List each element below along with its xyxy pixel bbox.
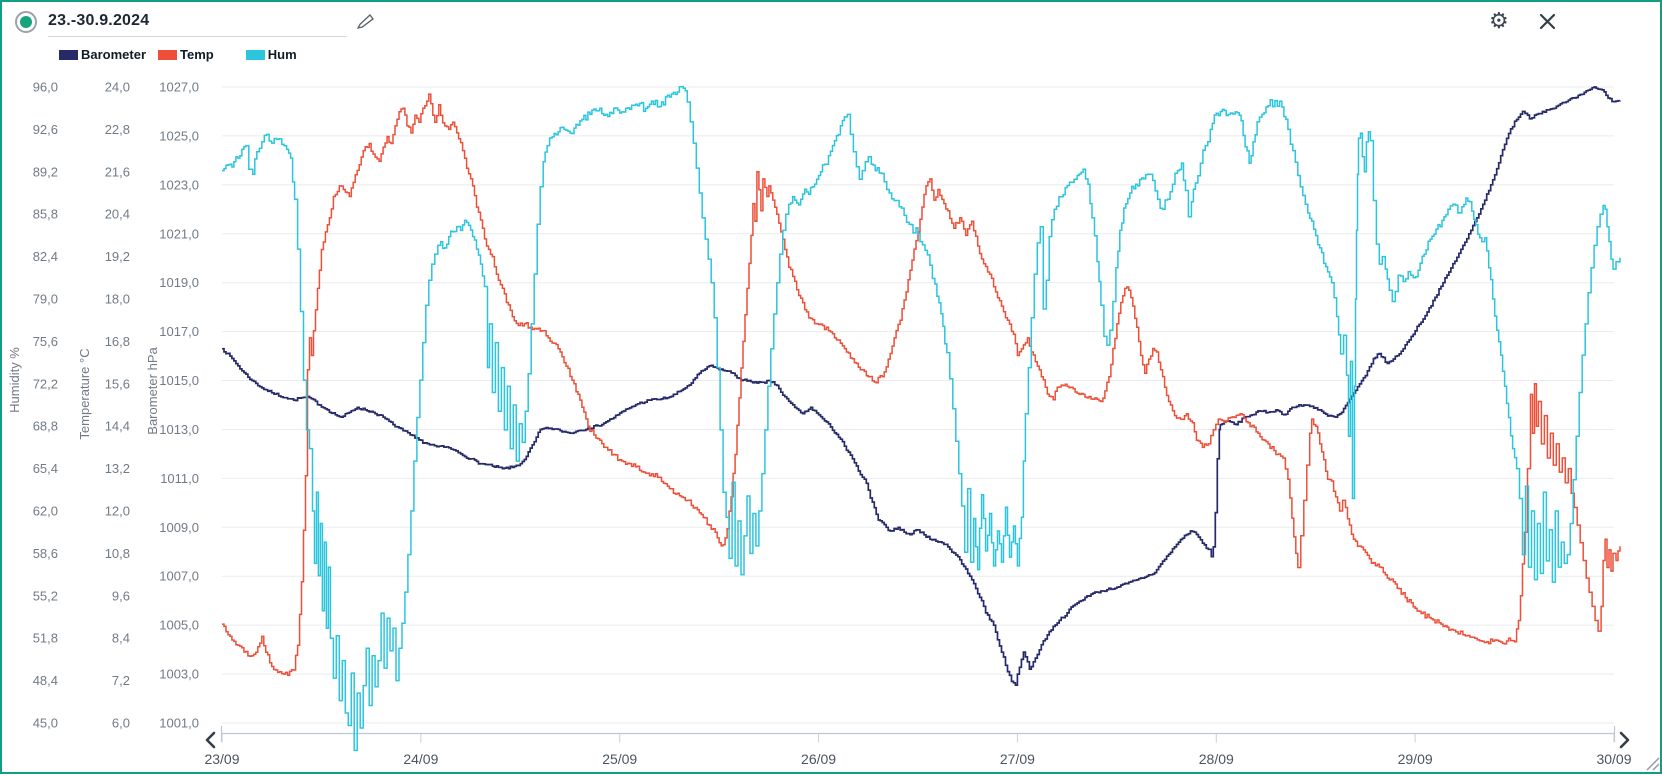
humidity-tick-label: 65,4 — [33, 461, 58, 476]
barometer-tick-label: 1025,0 — [159, 128, 199, 143]
barometer-tick-label: 1027,0 — [159, 80, 199, 95]
settings-button[interactable]: ⚙ — [1489, 10, 1509, 32]
barometer-axis-title: Barometer hPa — [145, 347, 160, 435]
humidity-tick-label: 48,4 — [33, 673, 58, 688]
legend-item[interactable]: Barometer — [59, 47, 146, 62]
series-hum — [222, 85, 1621, 752]
humidity-axis-title: Humidity % — [7, 347, 22, 413]
barometer-tick-label: 1019,0 — [159, 275, 199, 290]
temperature-tick-label: 24,0 — [105, 80, 130, 95]
humidity-tick-label: 55,2 — [33, 588, 58, 603]
temperature-tick-label: 10,8 — [105, 546, 130, 561]
gear-icon: ⚙ — [1489, 8, 1509, 33]
title-input[interactable]: 23.-30.9.2024 — [48, 12, 347, 37]
barometer-tick-label: 1003,0 — [159, 667, 199, 682]
resize-grip[interactable] — [1646, 757, 1660, 771]
barometer-tick-label: 1017,0 — [159, 324, 199, 339]
humidity-tick-label: 85,8 — [33, 207, 58, 222]
barometer-tick-label: 1005,0 — [159, 618, 199, 633]
legend-item-label: Temp — [180, 47, 214, 62]
close-button[interactable] — [1538, 12, 1557, 33]
legend-swatch — [245, 49, 265, 60]
temperature-tick-label: 22,8 — [105, 122, 130, 137]
temperature-axis-title: Temperature °C — [77, 348, 92, 439]
temperature-tick-label: 14,4 — [105, 419, 130, 434]
humidity-tick-label: 72,2 — [33, 376, 58, 391]
humidity-tick-label: 89,2 — [33, 164, 58, 179]
barometer-tick-label: 1023,0 — [159, 177, 199, 192]
scroll-left-chevron[interactable] — [205, 731, 216, 749]
temperature-tick-label: 6,0 — [112, 716, 130, 731]
temperature-tick-label: 15,6 — [105, 376, 130, 391]
temperature-tick-label: 16,8 — [105, 334, 130, 349]
legend: Barometer Temp Hum — [59, 47, 309, 62]
barometer-tick-label: 1009,0 — [159, 520, 199, 535]
temperature-tick-label: 7,2 — [112, 673, 130, 688]
legend-item[interactable]: Hum — [245, 47, 297, 62]
legend-swatch — [59, 49, 78, 60]
humidity-tick-label: 96,0 — [33, 80, 58, 95]
temperature-tick-label: 12,0 — [105, 504, 130, 519]
series-temp — [222, 93, 1621, 677]
humidity-tick-label: 62,0 — [33, 504, 58, 519]
humidity-tick-label: 58,6 — [33, 546, 58, 561]
date-label: 28/09 — [1199, 751, 1234, 767]
scroll-right-chevron[interactable] — [1619, 731, 1630, 749]
temperature-tick-label: 13,2 — [105, 461, 130, 476]
date-label: 29/09 — [1398, 751, 1433, 767]
radio-button[interactable] — [15, 11, 37, 33]
pencil-icon — [356, 14, 374, 29]
barometer-tick-label: 1007,0 — [159, 569, 199, 584]
date-label: 23/09 — [204, 751, 239, 767]
humidity-tick-label: 82,4 — [33, 249, 58, 264]
date-label: 27/09 — [1000, 751, 1035, 767]
humidity-tick-label: 79,0 — [33, 292, 58, 307]
barometer-tick-label: 1015,0 — [159, 373, 199, 388]
temperature-tick-label: 21,6 — [105, 164, 130, 179]
legend-item[interactable]: Temp — [158, 47, 214, 62]
temperature-tick-label: 8,4 — [112, 631, 130, 646]
close-icon — [1539, 13, 1556, 30]
page-title: 23.-30.9.2024 — [48, 12, 150, 29]
temperature-tick-label: 19,2 — [105, 249, 130, 264]
temperature-tick-label: 18,0 — [105, 292, 130, 307]
date-label: 30/09 — [1596, 751, 1631, 767]
humidity-tick-label: 92,6 — [33, 122, 58, 137]
humidity-tick-label: 51,8 — [33, 631, 58, 646]
temperature-tick-label: 9,6 — [112, 588, 130, 603]
temperature-tick-label: 20,4 — [105, 207, 130, 222]
humidity-tick-label: 75,6 — [33, 334, 58, 349]
legend-item-label: Hum — [267, 47, 297, 62]
barometer-tick-label: 1013,0 — [159, 422, 199, 437]
legend-swatch — [158, 49, 178, 60]
humidity-tick-label: 68,8 — [33, 419, 58, 434]
radio-dot — [20, 16, 32, 28]
humidity-tick-label: 45,0 — [33, 716, 58, 731]
date-label: 26/09 — [801, 751, 836, 767]
barometer-tick-label: 1011,0 — [160, 471, 199, 486]
date-label: 24/09 — [403, 751, 438, 767]
barometer-tick-label: 1021,0 — [159, 226, 199, 241]
barometer-tick-label: 1001,0 — [159, 716, 199, 731]
edit-button[interactable] — [356, 12, 376, 34]
date-label: 25/09 — [602, 751, 637, 767]
legend-item-label: Barometer — [81, 47, 147, 62]
series-barometer — [222, 86, 1621, 686]
